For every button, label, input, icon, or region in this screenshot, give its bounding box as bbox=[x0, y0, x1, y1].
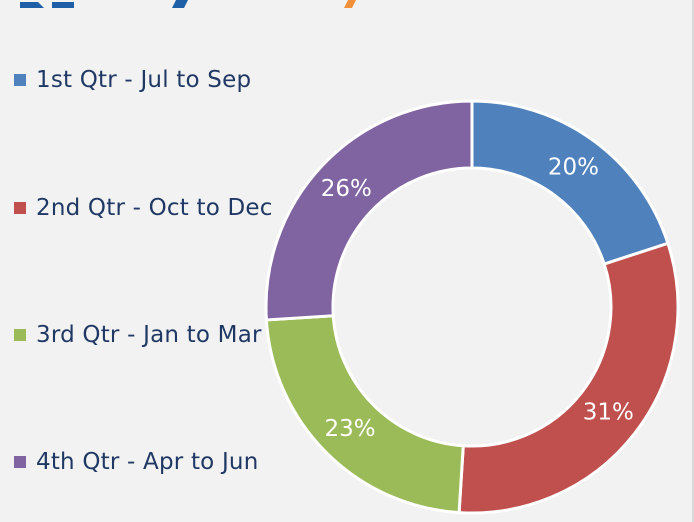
legend-swatch-2nd-qtr bbox=[14, 202, 26, 214]
legend-label-2nd-qtr: 2nd Qtr - Oct to Dec bbox=[36, 195, 273, 221]
chart-frame-edge bbox=[692, 0, 694, 522]
data-label-2nd-qtr: 31% bbox=[583, 400, 634, 426]
legend-item-1st-qtr: 1st Qtr - Jul to Sep bbox=[14, 65, 251, 95]
legend-swatch-3rd-qtr bbox=[14, 329, 26, 341]
donut-slice-2nd-qtr bbox=[457, 241, 680, 515]
legend: 1st Qtr - Jul to Sep 2nd Qtr - Oct to De… bbox=[14, 0, 284, 522]
legend-swatch-4th-qtr bbox=[14, 456, 26, 468]
data-label-3rd-qtr: 23% bbox=[324, 416, 375, 442]
legend-swatch-1st-qtr bbox=[14, 74, 26, 86]
data-label-1st-qtr: 20% bbox=[548, 154, 599, 180]
title-glyph-fragment-4 bbox=[344, 0, 356, 8]
legend-item-4th-qtr: 4th Qtr - Apr to Jun bbox=[14, 447, 258, 477]
donut-slice-1st-qtr bbox=[470, 99, 670, 266]
legend-item-2nd-qtr: 2nd Qtr - Oct to Dec bbox=[14, 193, 273, 223]
title-glyph-fragment-1 bbox=[20, 2, 44, 8]
title-glyph-fragment-3 bbox=[172, 0, 188, 8]
legend-label-3rd-qtr: 3rd Qtr - Jan to Mar bbox=[36, 322, 262, 348]
title-glyph-fragment-2 bbox=[52, 2, 74, 8]
cropped-chart-title bbox=[0, 0, 694, 8]
donut-slice-3rd-qtr bbox=[264, 314, 465, 515]
legend-label-1st-qtr: 1st Qtr - Jul to Sep bbox=[36, 67, 252, 93]
cropped-title-fragments bbox=[20, 0, 356, 8]
donut-slice-4th-qtr bbox=[264, 99, 474, 322]
data-label-4th-qtr: 26% bbox=[321, 176, 372, 202]
legend-label-4th-qtr: 4th Qtr - Apr to Jun bbox=[36, 449, 259, 475]
legend-item-3rd-qtr: 3rd Qtr - Jan to Mar bbox=[14, 320, 262, 350]
